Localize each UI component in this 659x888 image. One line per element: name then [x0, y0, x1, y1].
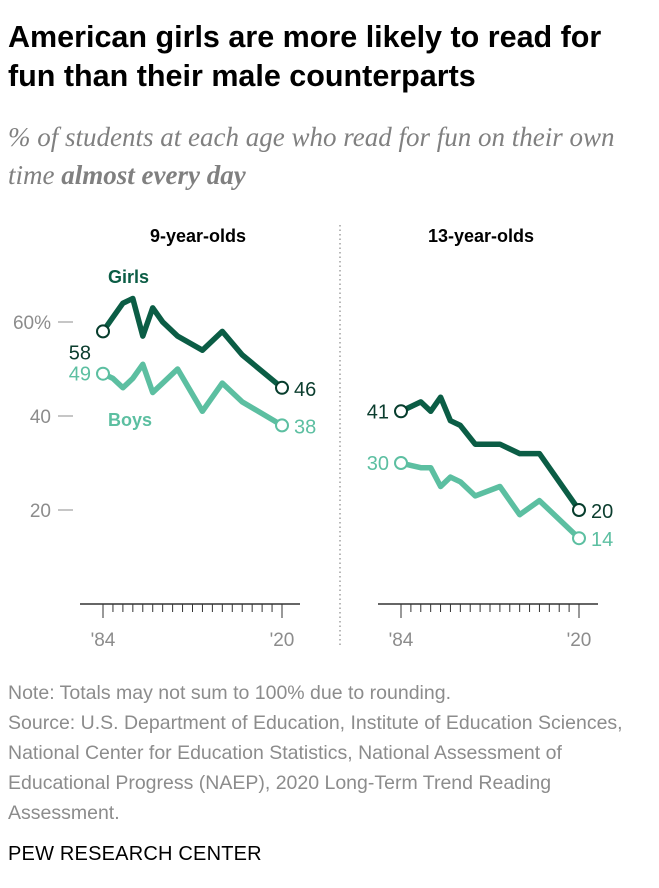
end-value-label: 46 — [294, 379, 316, 401]
x-tick-label: '20 — [270, 630, 295, 651]
panel-title: 9-year-olds — [150, 226, 246, 246]
start-value-label: 49 — [69, 364, 91, 386]
source-text: Source: U.S. Department of Education, In… — [8, 712, 623, 824]
y-tick-label: 40 — [30, 407, 51, 428]
end-point-marker — [275, 418, 289, 433]
girls-line — [398, 394, 582, 513]
end-point-marker — [572, 531, 586, 546]
series-label-boys: Boys — [108, 410, 152, 430]
subtitle-emphasis: almost every day — [61, 160, 246, 190]
series-label-girls: Girls — [108, 267, 149, 287]
x-tick-label: '84 — [91, 630, 116, 651]
start-value-label: 58 — [69, 342, 91, 364]
x-tick-label: '84 — [389, 630, 414, 651]
end-value-label: 38 — [294, 416, 316, 438]
footer-credit: PEW RESEARCH CENTER — [8, 843, 262, 865]
start-point-marker — [96, 324, 110, 339]
girls-line — [100, 295, 285, 391]
start-value-label: 30 — [367, 453, 389, 475]
chart-title: American girls are more likely to read f… — [8, 20, 602, 93]
end-point-marker — [275, 380, 289, 395]
notes: Note: Totals may not sum to 100% due to … — [8, 678, 648, 828]
end-value-label: 14 — [591, 529, 613, 551]
y-tick-label: 20 — [30, 501, 51, 522]
x-tick-label: '20 — [567, 630, 592, 651]
start-point-marker — [394, 456, 408, 470]
subtitle-prefix: % of students at each age who read for f… — [8, 122, 615, 190]
boys-line — [398, 460, 582, 541]
chart-subtitle: % of students at each age who read for f… — [8, 118, 648, 194]
start-value-label: 41 — [367, 401, 389, 423]
panel-title: 13-year-olds — [428, 226, 534, 246]
start-point-marker — [96, 366, 110, 381]
start-point-marker — [394, 404, 408, 419]
y-tick-label: 60% — [13, 313, 51, 334]
note-text: Note: Totals may not sum to 100% due to … — [8, 682, 451, 704]
end-value-label: 20 — [591, 501, 613, 523]
line-chart: 60% 40 20 9-year-olds '84 '20 58 46 49 38 13-year-… — [13, 225, 613, 651]
boys-line — [100, 361, 285, 429]
end-point-marker — [572, 503, 586, 517]
